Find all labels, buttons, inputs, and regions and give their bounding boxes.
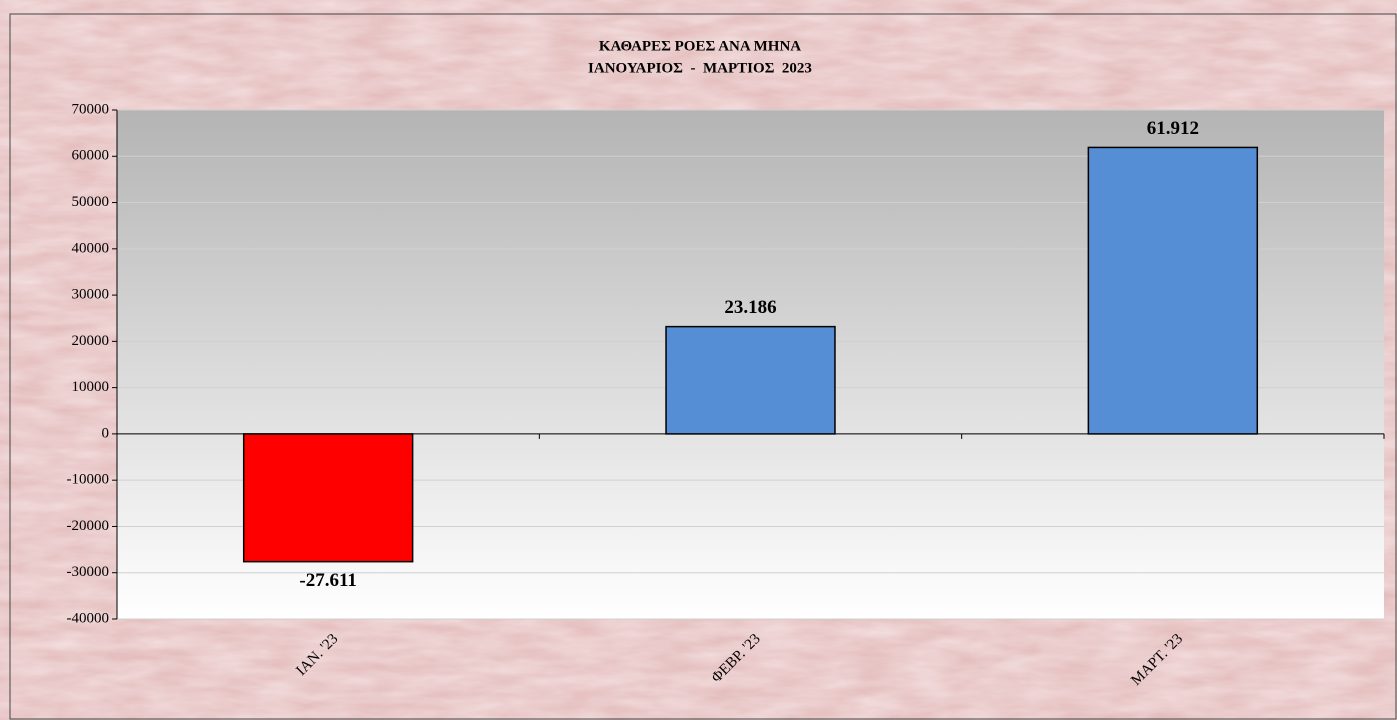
y-tick-label: 40000 [72, 240, 110, 256]
value-label: 61.912 [1147, 118, 1199, 139]
bar [665, 325, 836, 435]
y-tick-label: 20000 [72, 333, 110, 349]
y-tick-label: -30000 [67, 564, 110, 580]
y-tick-label: 60000 [72, 148, 110, 164]
bar [1087, 146, 1259, 435]
y-tick-label: 30000 [72, 287, 110, 303]
y-tick-label: -40000 [67, 610, 110, 626]
y-tick-label: -10000 [67, 472, 110, 488]
value-label: 23.186 [724, 297, 776, 318]
y-tick-label: 10000 [72, 379, 110, 395]
chart-subtitle: ΙΑΝΟΥΑΡΙΟΣ - ΜΑΡΤΙΟΣ 2023 [588, 60, 812, 76]
y-tick-label: 50000 [72, 194, 110, 210]
y-tick-label: -20000 [67, 518, 110, 534]
bar [242, 433, 414, 563]
value-label: -27.611 [299, 570, 357, 591]
chart-border [9, 13, 1397, 720]
y-tick-label: 0 [102, 425, 110, 441]
chart-title: ΚΑΘΑΡΕΣ ΡΟΕΣ ΑΝΑ ΜΗΝΑ [599, 38, 801, 54]
y-tick-label: 70000 [72, 101, 110, 117]
